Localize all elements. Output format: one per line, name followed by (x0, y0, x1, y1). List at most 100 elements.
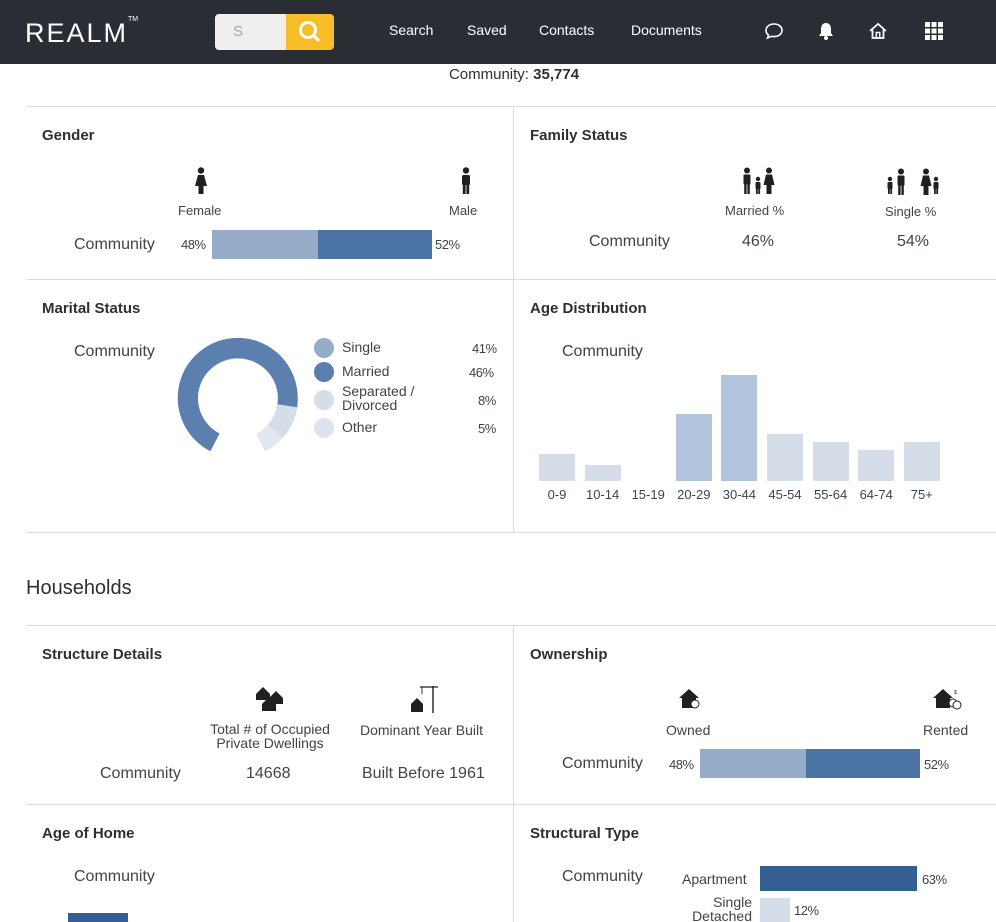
occupied-dwellings-label-line1: Total # of Occupied (210, 721, 330, 737)
rented-percent: 52% (924, 757, 949, 772)
married-percent-value: 46% (742, 233, 775, 250)
apartment-percent: 63% (922, 872, 947, 887)
apartment-label: Apartment (682, 871, 747, 887)
divider (26, 804, 996, 805)
dominant-year-label: Dominant Year Built (360, 722, 483, 738)
marital-donut-chart (177, 337, 298, 452)
age-bar-75+ (903, 442, 940, 481)
married-family-icon (743, 167, 775, 194)
age-bar-64-74 (858, 450, 895, 481)
nav-search[interactable]: Search (389, 22, 434, 38)
search-icon (299, 21, 320, 42)
age-of-home-row-label: Community (74, 868, 155, 885)
legend-value-single: 41% (472, 341, 497, 356)
legend-label-married: Married (342, 363, 390, 379)
age-of-home-title: Age of Home (42, 825, 135, 842)
single-detached-label-line1: Single (713, 894, 752, 910)
trademark: TM (128, 16, 139, 23)
svg-text:$: $ (954, 690, 957, 696)
chat-icon[interactable] (763, 20, 785, 42)
structure-details-title: Structure Details (42, 646, 163, 663)
male-bar (318, 230, 432, 259)
divider (26, 625, 996, 626)
single-detached-bar (760, 898, 790, 922)
rented-bar (806, 749, 920, 778)
legend-label-separated: Separated / Divorced (342, 384, 414, 412)
marital-row-label: Community (74, 343, 155, 360)
gender-row-label: Community (74, 236, 155, 253)
legend-label-separated-line2: Divorced (342, 397, 398, 413)
age-tick-label: 30-44 (722, 487, 757, 502)
age-bar-30-44 (721, 375, 758, 481)
male-percent: 52% (435, 237, 460, 252)
age-tick-label: 45-54 (768, 487, 802, 502)
single-percent-label: Single % (885, 204, 937, 219)
community-total-value: 35,774 (533, 66, 580, 83)
dwellings-icon (256, 687, 283, 711)
ownership-title: Ownership (530, 646, 608, 663)
realm-logo[interactable]: REALMTM (25, 16, 139, 48)
nav-documents[interactable]: Documents (631, 22, 702, 38)
married-percent-label: Married % (725, 203, 785, 218)
family-status-title: Family Status (530, 127, 628, 144)
divider (26, 106, 996, 107)
marital-status-title: Marital Status (42, 300, 141, 317)
home-icon[interactable] (867, 20, 889, 42)
age-bar-10-14 (584, 465, 621, 481)
male-icon (462, 167, 470, 194)
legend-swatch-separated (314, 390, 334, 410)
single-detached-label-line2: Detached (692, 908, 752, 922)
structure-row-label: Community (100, 765, 181, 782)
occupied-dwellings-label-line2: Private Dwellings (216, 735, 324, 751)
rented-house-icon: $ (933, 689, 962, 710)
age-tick-label: 55-64 (813, 487, 848, 502)
single-detached-label: Single Detached (686, 895, 752, 922)
legend-label-other: Other (342, 419, 378, 435)
age-tick-label: 15-19 (631, 487, 665, 502)
owned-house-icon (679, 689, 700, 709)
households-heading: Households (26, 577, 132, 599)
construction-crane-icon (411, 686, 438, 713)
single-detached-percent: 12% (794, 903, 819, 918)
apps-grid-icon[interactable] (923, 20, 945, 42)
donut-slice-separated (267, 404, 298, 439)
divider (26, 532, 996, 533)
age-bar-20-29 (675, 414, 712, 481)
legend-value-other: 5% (478, 421, 496, 436)
donut-slice-married (177, 337, 298, 452)
age-row-label: Community (562, 343, 643, 360)
occupied-dwellings-label: Total # of Occupied Private Dwellings (206, 722, 334, 750)
age-distribution-chart: 0-9 10-14 15-19 20-29 30-44 45-54 55-64 64-74 75… (530, 340, 950, 505)
rented-label: Rented (923, 722, 969, 738)
apartment-bar (760, 866, 917, 891)
legend-value-separated: 8% (478, 393, 496, 408)
owned-label: Owned (666, 722, 711, 738)
family-row-label: Community (589, 233, 670, 250)
age-tick-label: 0-9 (547, 487, 567, 502)
legend-swatch-married (314, 362, 334, 382)
age-distribution-title: Age Distribution (530, 300, 647, 317)
age-tick-label: 64-74 (859, 487, 893, 502)
divider (513, 626, 514, 922)
donut-slice-other (256, 424, 283, 452)
search-button[interactable] (286, 14, 334, 50)
community-total: Community: 35,774 (0, 66, 996, 83)
age-of-home-bar (68, 913, 128, 922)
age-bar-55-64 (812, 442, 849, 481)
owned-bar (700, 749, 806, 778)
search-input[interactable]: S (215, 14, 287, 50)
female-icon (195, 167, 207, 194)
female-percent: 48% (181, 237, 206, 252)
nav-contacts[interactable]: Contacts (539, 22, 595, 38)
legend-swatch-other (314, 418, 334, 438)
bell-icon[interactable] (815, 20, 837, 42)
female-bar (212, 230, 318, 259)
ownership-row-label: Community (562, 755, 643, 772)
community-total-label: Community: (448, 66, 529, 83)
gender-title: Gender (42, 127, 95, 144)
age-tick-label: 20-29 (677, 487, 711, 502)
nav-saved[interactable]: Saved (467, 22, 507, 38)
legend-swatch-single (314, 338, 334, 358)
legend-label-single: Single (342, 339, 381, 355)
dominant-year-value: Built Before 1961 (362, 765, 485, 782)
